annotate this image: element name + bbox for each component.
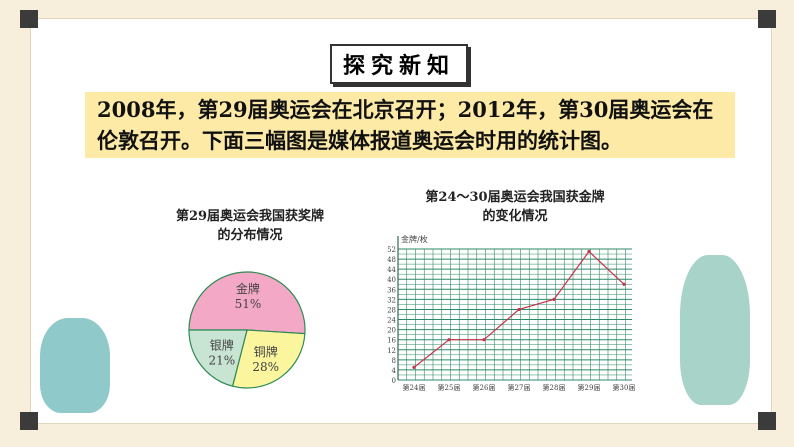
x-tick-label: 第24届 [403, 383, 426, 392]
pie-slice [231, 329, 306, 389]
x-tick-label: 第29届 [578, 383, 601, 392]
cartoon-boy-left [40, 318, 110, 413]
y-tick-label: 12 [387, 347, 396, 355]
y-tick-label: 32 [387, 296, 396, 304]
corner-decoration [20, 10, 38, 28]
pie-slice [188, 271, 306, 335]
y-tick-label: 48 [387, 256, 396, 264]
data-point [517, 307, 521, 312]
data-point [552, 297, 556, 301]
y-tick-label: 20 [387, 327, 396, 335]
y-tick-label: 28 [387, 306, 396, 314]
y-tick-label: 4 [392, 367, 397, 375]
data-point [622, 282, 626, 286]
data-point [482, 338, 486, 342]
y-tick-label: 8 [392, 357, 396, 365]
data-point [587, 249, 591, 254]
y-tick-label: 36 [387, 286, 396, 294]
pie-slice [188, 329, 248, 387]
intro-text: 2008年，第29届奥运会在北京召开；2012年，第30届奥运会在伦敦召开。下面… [85, 92, 735, 158]
y-tick-label: 40 [387, 276, 396, 284]
pie-slice-label: 金牌 [236, 281, 260, 296]
line-chart-title: 第24～30届奥运会我国获金牌的变化情况 [425, 190, 605, 224]
pie-chart-title: 第29届奥运会我国获奖牌的分布情况 [175, 209, 325, 243]
y-tick-label: 44 [387, 266, 396, 274]
x-tick-label: 第27届 [508, 383, 531, 392]
x-tick-label: 第30届 [613, 383, 636, 392]
y-tick-label: 0 [392, 377, 396, 385]
y-axis-label: 金牌/枚 [401, 234, 428, 244]
pie-slice-label: 银牌 [210, 339, 234, 353]
y-tick-label: 52 [387, 246, 396, 254]
data-point [412, 365, 416, 370]
slide-board [30, 18, 772, 424]
corner-decoration [758, 10, 776, 28]
x-tick-label: 第25届 [438, 383, 461, 392]
cartoon-boy-right [680, 255, 750, 405]
y-tick-label: 24 [387, 317, 396, 325]
pie-slice-percent: 21% [208, 354, 235, 368]
y-tick-label: 16 [387, 337, 396, 345]
data-point [447, 338, 451, 342]
x-tick-label: 第28届 [543, 383, 566, 392]
x-tick-label: 第26届 [473, 383, 496, 392]
corner-decoration [758, 412, 776, 430]
section-title: 探究新知 [330, 44, 468, 84]
pie-slice-percent: 51% [235, 297, 262, 311]
pie-slice-percent: 28% [252, 360, 279, 374]
pie-slice-label: 铜牌 [254, 344, 278, 359]
corner-decoration [20, 412, 38, 430]
